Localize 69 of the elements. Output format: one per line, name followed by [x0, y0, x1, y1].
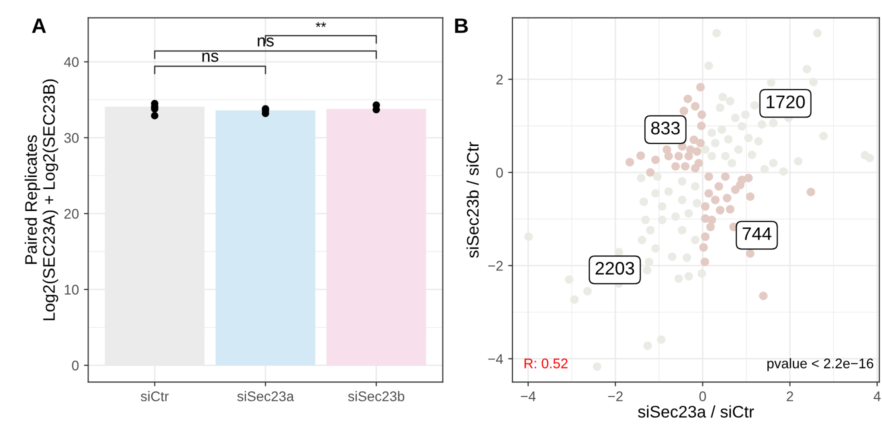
- point: [704, 189, 714, 198]
- point: [698, 110, 706, 119]
- point: [711, 196, 720, 204]
- y-tick-label: 0: [72, 360, 79, 370]
- y-tick-label: 30: [64, 133, 79, 143]
- x-tick-label: 4: [874, 392, 881, 402]
- point: [716, 206, 724, 214]
- y-tick-label: 20: [64, 208, 79, 219]
- point: [690, 164, 700, 173]
- point: [651, 156, 660, 164]
- point: [700, 232, 710, 241]
- x-tick-label: siSec23a: [237, 391, 294, 402]
- y-tick-label: 10: [64, 284, 79, 295]
- point: [636, 151, 645, 160]
- point: [700, 258, 710, 266]
- point: [721, 172, 730, 181]
- annotation: 833: [651, 122, 680, 134]
- point: [690, 102, 700, 111]
- chart-title: A: [32, 18, 46, 33]
- y-tick-label: −4: [488, 354, 504, 364]
- annotation: 1720: [766, 95, 805, 108]
- point: [736, 180, 744, 190]
- x-tick-label: −4: [520, 392, 536, 402]
- point: [806, 188, 816, 196]
- y-tick-label: −2: [488, 260, 503, 271]
- point: [704, 172, 714, 181]
- point: [744, 174, 753, 182]
- y-tick-label: 40: [64, 57, 79, 67]
- chart-title: B: [455, 18, 468, 33]
- annotation: 744: [742, 227, 772, 240]
- point: [690, 136, 698, 144]
- y-axis-title: Paired Replicates Log2(SEC23A) + Log2(SEC23B): [24, 79, 58, 320]
- point: [684, 94, 692, 104]
- point: [746, 249, 754, 258]
- x-tick-label: 0: [699, 391, 706, 402]
- point: [759, 292, 768, 300]
- point: [700, 202, 710, 211]
- point: [726, 204, 734, 214]
- x-tick-label: −2: [608, 391, 623, 402]
- point: [674, 152, 683, 160]
- x-axis-title: siSec23a / siCtr: [638, 405, 754, 418]
- annotation: **: [316, 22, 326, 27]
- point: [696, 138, 705, 148]
- point: [680, 106, 688, 116]
- point: [722, 194, 732, 202]
- y-tick-label: 2: [496, 74, 503, 84]
- annotation: ns: [258, 37, 274, 47]
- point: [686, 145, 695, 154]
- x-tick-label: siCtr: [140, 391, 169, 402]
- annotation: 2203: [596, 262, 634, 275]
- point: [646, 168, 655, 177]
- point: [626, 158, 634, 166]
- point: [714, 182, 724, 191]
- point: [700, 214, 710, 223]
- annotation: pvalue < 2.2e−16: [767, 358, 874, 372]
- annotation: ns: [202, 52, 218, 62]
- x-tick-label: 2: [786, 391, 794, 402]
- point: [696, 82, 705, 92]
- annotation: R: 0.52: [524, 358, 568, 368]
- point: [664, 152, 673, 160]
- point: [671, 162, 680, 171]
- y-tick-label: 0: [496, 168, 503, 178]
- point: [699, 243, 708, 252]
- point: [697, 122, 706, 130]
- y-axis-title: siSec23b / siCtr: [466, 142, 479, 258]
- point: [680, 162, 690, 171]
- x-tick-label: siSec23b: [348, 391, 404, 402]
- point: [746, 192, 754, 201]
- point: [706, 222, 715, 232]
